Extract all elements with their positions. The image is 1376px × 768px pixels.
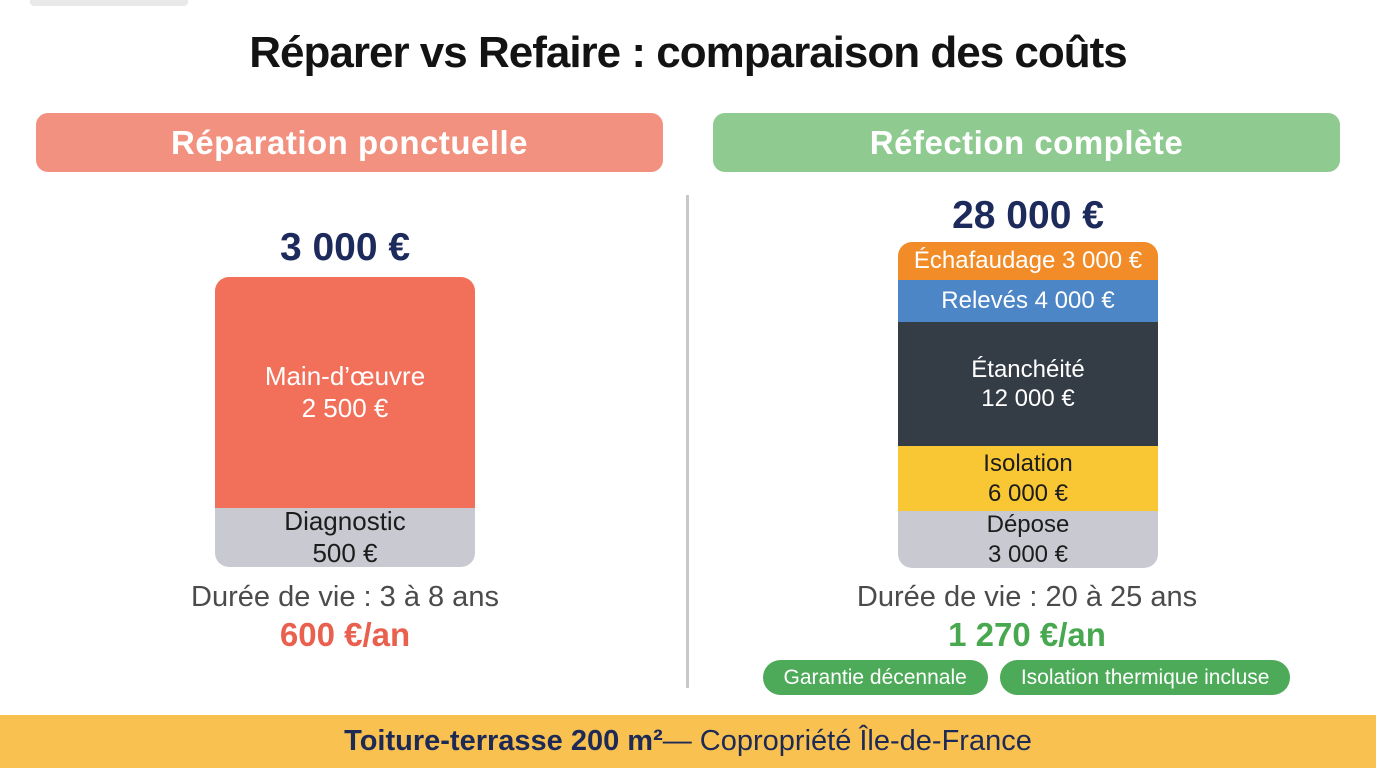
- bar-segment-isolation: Isolation 6 000 €: [898, 446, 1158, 511]
- bar-segment-etancheite: Étanchéité 12 000 €: [898, 322, 1158, 446]
- bar-segment-echafaudage: Échafaudage 3 000 €: [898, 242, 1158, 280]
- right-badges-row: Garantie décennale Isolation thermique i…: [713, 660, 1340, 695]
- segment-label: 6 000 €: [987, 479, 1069, 507]
- segment-label: Dépose: [986, 511, 1070, 539]
- right-column-header: Réfection complète: [713, 113, 1340, 172]
- top-edge-strip: [30, 0, 188, 6]
- left-column-header: Réparation ponctuelle: [36, 113, 663, 172]
- segment-label: 3 000 €: [987, 540, 1069, 568]
- footer-location-label: — Copropriété Île-de-France: [662, 725, 1032, 757]
- right-column-header-label: Réfection complète: [869, 123, 1184, 161]
- segment-label: Échafaudage 3 000 €: [913, 247, 1143, 275]
- left-total-cost: 3 000 €: [279, 226, 411, 269]
- bar-segment-diagnostic: Diagnostic 500 €: [215, 505, 475, 568]
- left-annual-cost: 600 €/an: [279, 616, 411, 653]
- page-title: Réparer vs Refaire : comparaison des coû…: [249, 28, 1127, 77]
- segment-label: 500 €: [312, 537, 378, 568]
- segment-label: 2 500 €: [301, 392, 389, 423]
- left-stacked-bar: Main-d’œuvre 2 500 € Diagnostic 500 €: [215, 277, 475, 567]
- footer-project-label: Toiture-terrasse 200 m²: [344, 725, 663, 757]
- segment-label: 12 000 €: [981, 385, 1075, 412]
- segment-label: Diagnostic: [284, 505, 406, 536]
- badge-isolation-thermique: Isolation thermique incluse: [999, 660, 1291, 695]
- badge-garantie-decennale: Garantie décennale: [762, 660, 988, 695]
- bar-segment-main-doeuvre: Main-d’œuvre 2 500 €: [215, 277, 475, 508]
- segment-label: Main-d’œuvre: [264, 360, 426, 391]
- left-column-header-label: Réparation ponctuelle: [170, 123, 529, 161]
- right-annual-cost: 1 270 €/an: [948, 616, 1106, 653]
- left-lifespan-text: Durée de vie : 3 à 8 ans: [191, 581, 499, 613]
- footer-bar: Toiture-terrasse 200 m² — Copropriété Îl…: [0, 715, 1376, 768]
- segment-label: Isolation: [983, 450, 1073, 478]
- segment-label: Étanchéité: [971, 355, 1085, 383]
- column-divider: [686, 195, 689, 688]
- bar-segment-depose: Dépose 3 000 €: [898, 511, 1158, 568]
- right-total-cost: 28 000 €: [952, 194, 1104, 237]
- bar-segment-releves: Relevés 4 000 €: [898, 280, 1158, 322]
- segment-label: Relevés 4 000 €: [941, 287, 1115, 315]
- right-stacked-bar: Échafaudage 3 000 € Relevés 4 000 € Étanch…: [898, 242, 1158, 568]
- right-lifespan-text: Durée de vie : 20 à 25 ans: [856, 581, 1198, 613]
